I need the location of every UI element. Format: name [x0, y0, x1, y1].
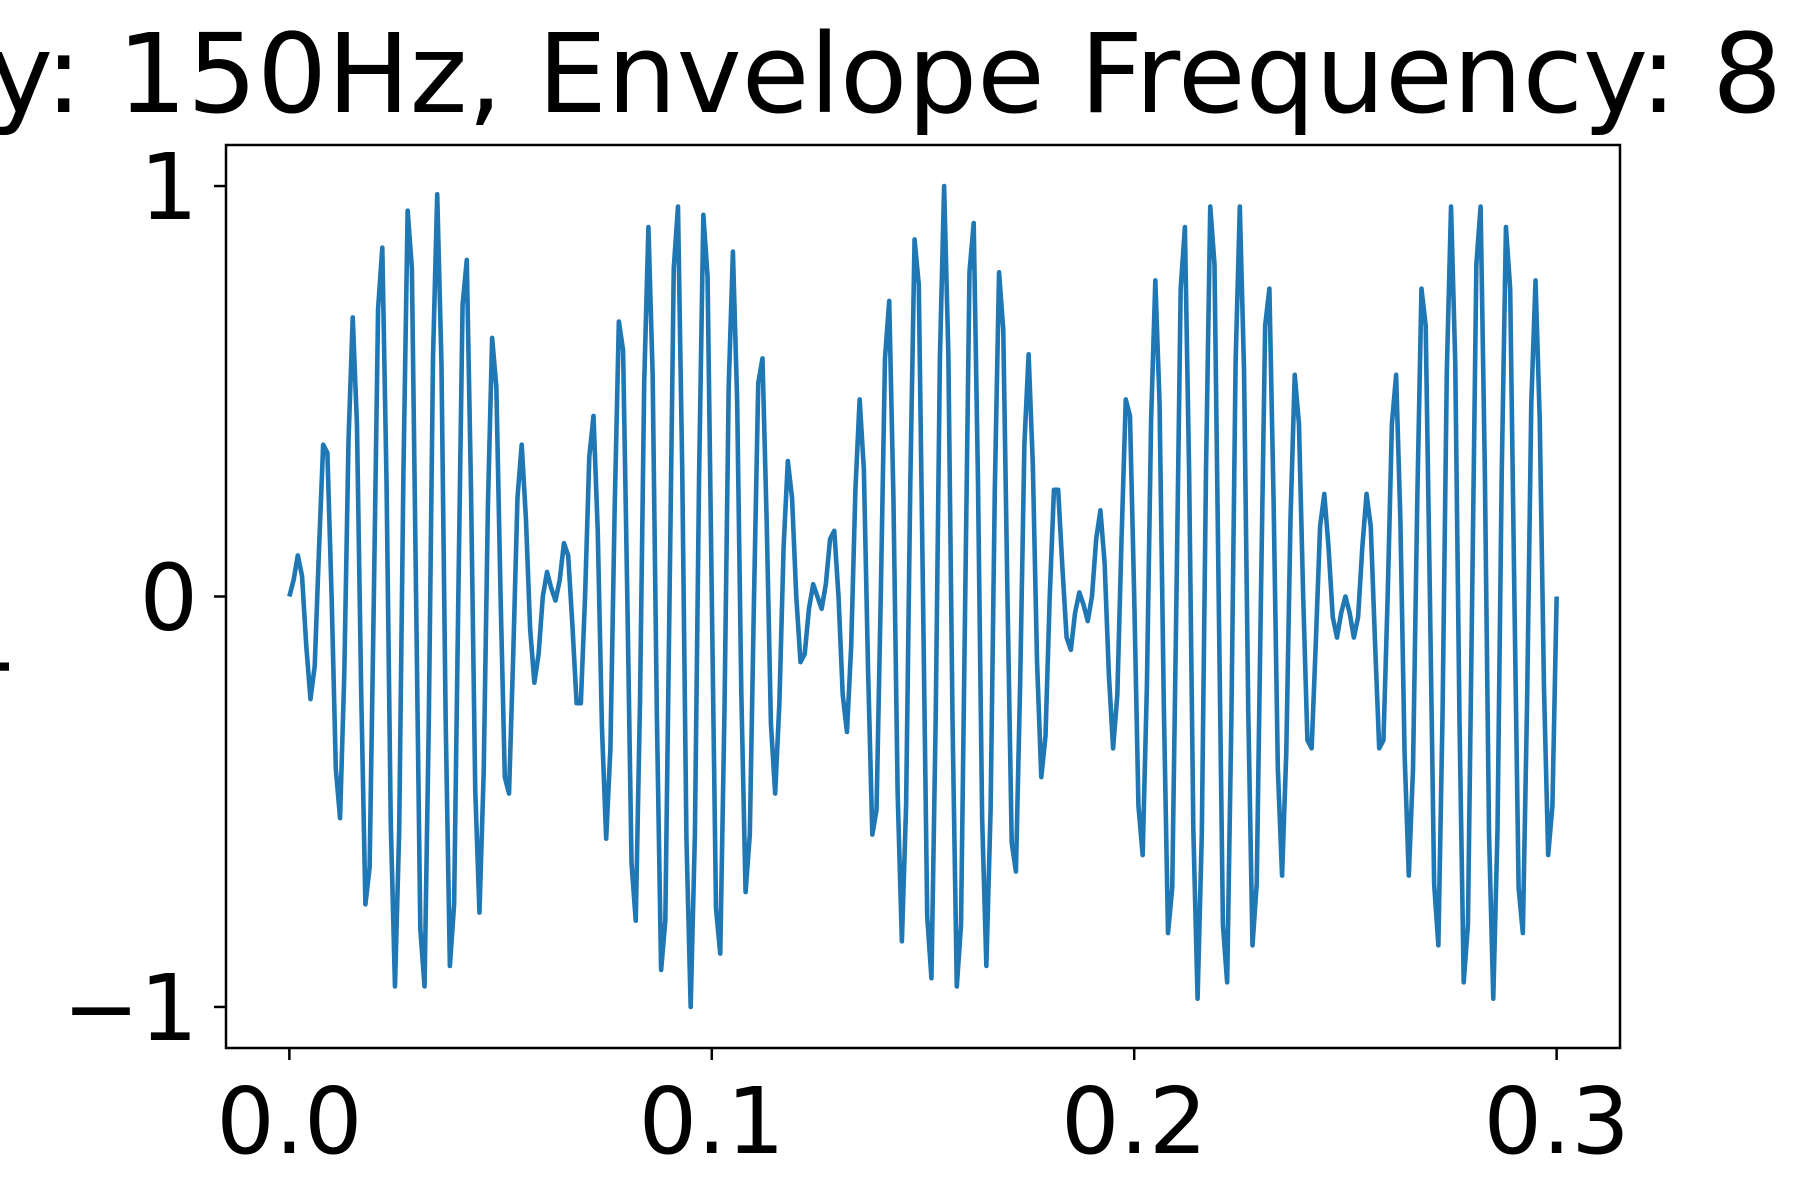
x-tick-label: 0.0	[216, 1068, 362, 1175]
x-tick-label: 0.3	[1483, 1068, 1629, 1175]
chart-title: y: 150Hz, Envelope Frequency: 8	[0, 10, 1782, 138]
y-tick-label: −1	[62, 955, 198, 1062]
x-tick-label: 0.2	[1061, 1068, 1207, 1175]
y-tick-label: 0	[139, 545, 198, 652]
x-axis-label: time (sec)	[691, 1185, 1155, 1200]
y-axis-label: Amplitude	[0, 360, 12, 831]
signal-line	[287, 183, 1559, 1010]
x-tick-label: 0.1	[639, 1068, 785, 1175]
y-tick-label: 1	[139, 134, 198, 241]
plot-frame	[224, 143, 1622, 1050]
